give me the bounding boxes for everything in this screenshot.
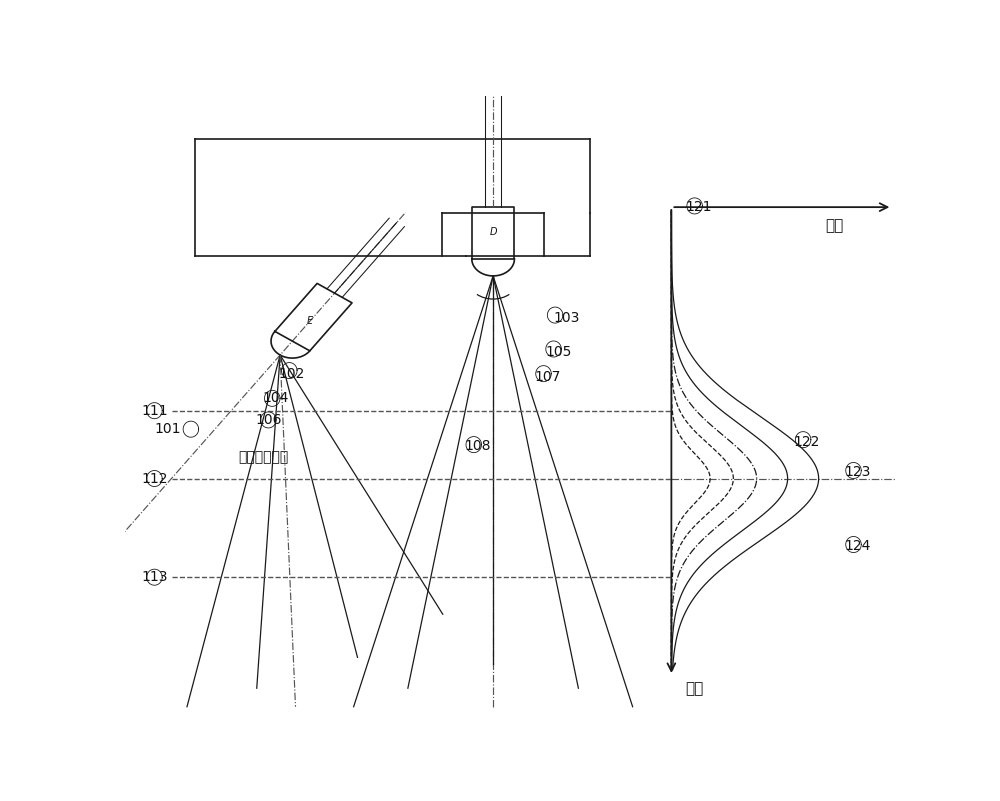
Text: 距离: 距离: [686, 681, 704, 696]
Text: 124: 124: [844, 539, 871, 553]
Text: 光强: 光强: [825, 218, 843, 233]
Text: 113: 113: [141, 570, 168, 584]
Text: 103: 103: [554, 311, 580, 325]
Text: 102: 102: [278, 367, 305, 380]
Text: 122: 122: [794, 434, 820, 449]
Text: 108: 108: [464, 440, 491, 453]
Text: 112: 112: [141, 472, 168, 485]
Text: 111: 111: [141, 404, 168, 417]
Text: 最佳反射平面: 最佳反射平面: [238, 450, 288, 464]
Text: 106: 106: [255, 413, 282, 427]
Text: 104: 104: [263, 392, 289, 405]
Text: 107: 107: [534, 370, 561, 384]
Text: D: D: [489, 227, 497, 237]
Text: 105: 105: [546, 345, 572, 359]
Text: 121: 121: [685, 200, 712, 214]
Text: 101: 101: [154, 422, 181, 437]
Text: 123: 123: [844, 465, 871, 479]
Text: E: E: [306, 316, 313, 326]
